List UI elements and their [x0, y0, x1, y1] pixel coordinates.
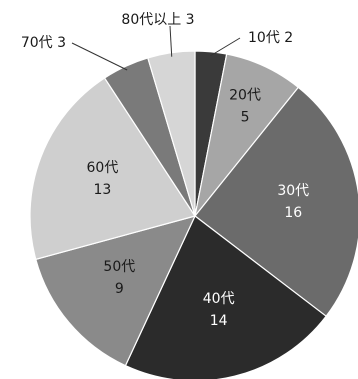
leader-line-7	[71, 42, 128, 71]
slice-label-name-3: 30代	[277, 183, 309, 199]
slice-label-value-2: 5	[241, 109, 250, 125]
pie-slice-5	[35, 215, 197, 367]
slice-label-5: 50代 9	[103, 259, 135, 297]
slice-label-4: 40代 14	[203, 291, 235, 329]
slice-label-1: 10代 2	[248, 30, 293, 46]
pie-slice-4	[124, 215, 327, 379]
slice-label-name-2: 20代	[229, 87, 261, 103]
slice-label-name-4: 40代	[203, 291, 235, 307]
leader-lines	[71, 25, 241, 71]
leader-line-1	[210, 37, 241, 57]
slice-label-7: 70代 3	[21, 35, 66, 51]
slice-label-value-4: 14	[210, 313, 228, 329]
leader-line-8	[169, 25, 173, 57]
slice-label-8: 80代以上 3	[121, 12, 194, 28]
pie-slice-3	[194, 86, 358, 318]
pie-slice-6	[29, 77, 196, 261]
slice-label-value-6: 13	[94, 182, 112, 198]
pie-slices	[29, 50, 358, 379]
slice-label-name-6: 60代	[87, 160, 119, 176]
slice-label-value-5: 9	[115, 281, 124, 297]
slice-label-2: 20代 5	[229, 87, 261, 125]
slice-label-6: 60代 13	[87, 160, 119, 198]
slice-label-name-5: 50代	[103, 259, 135, 275]
slice-label-value-3: 16	[284, 205, 302, 221]
slice-label-3: 30代 16	[277, 183, 309, 221]
